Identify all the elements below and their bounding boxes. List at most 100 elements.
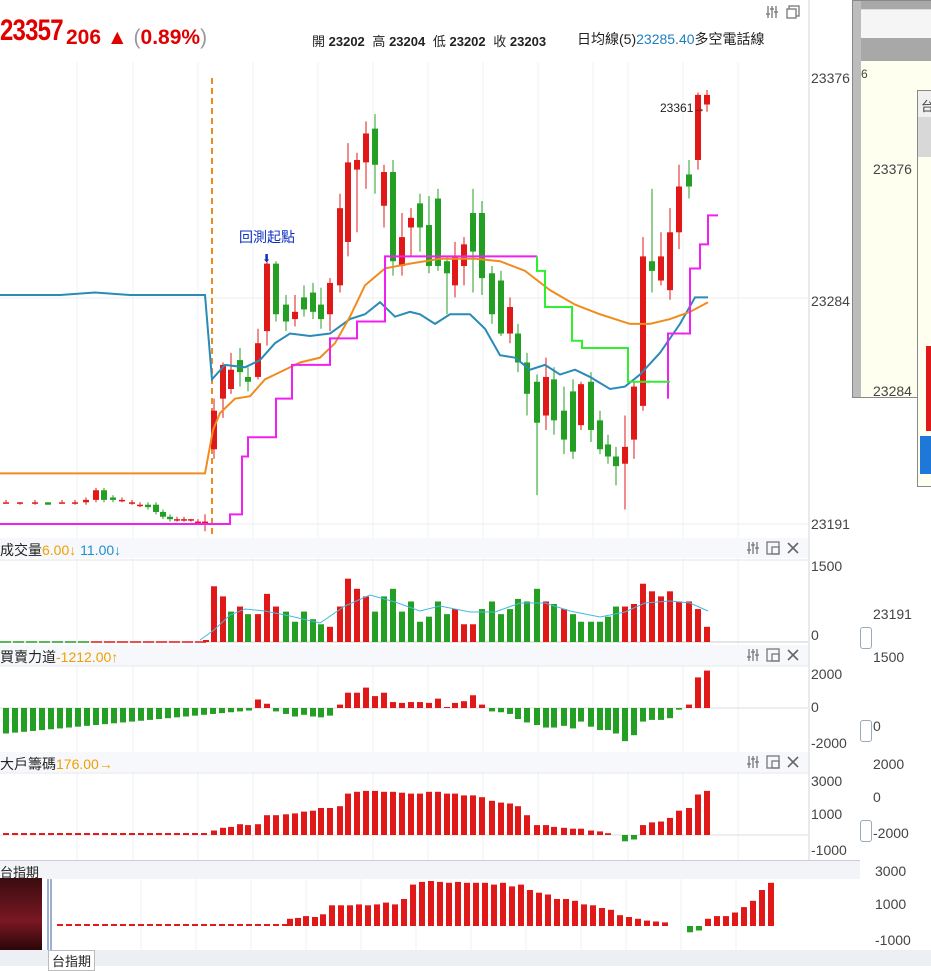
force-bar xyxy=(21,708,27,732)
window-icon[interactable] xyxy=(766,755,780,774)
volume-panel-title xyxy=(0,538,808,558)
volume-bar xyxy=(613,606,619,642)
chip-bar xyxy=(452,793,458,835)
y-label-main-bottom: 23191 xyxy=(811,516,850,532)
force-bar xyxy=(84,708,90,726)
candle-down xyxy=(167,516,173,520)
candle-up xyxy=(32,502,38,504)
volume-bar xyxy=(444,614,450,642)
volume-bar xyxy=(640,583,646,642)
chip-bar xyxy=(667,817,673,835)
candle-down xyxy=(110,497,116,500)
force-bar xyxy=(337,704,343,708)
bottom-bar xyxy=(183,924,189,926)
scroll-handle[interactable] xyxy=(860,627,872,649)
chip-bar xyxy=(211,830,217,835)
force-bar xyxy=(156,708,162,720)
force-bar xyxy=(301,708,307,715)
volume-bar xyxy=(408,601,414,642)
candle-up xyxy=(17,502,23,504)
window-icon[interactable] xyxy=(766,648,780,667)
green-step-line xyxy=(536,256,670,383)
candle-down xyxy=(686,174,692,187)
candle-up xyxy=(640,256,646,406)
high-value: 23204 xyxy=(389,34,426,49)
candlestick-chart[interactable] xyxy=(0,0,860,966)
volume-bar xyxy=(452,609,458,642)
background-window-2[interactable]: 台 xyxy=(917,90,931,487)
chip-bar xyxy=(489,800,495,835)
close-icon[interactable] xyxy=(786,648,800,667)
volume-bar xyxy=(327,626,333,642)
candle-up xyxy=(399,237,405,267)
force-bar xyxy=(363,687,369,708)
volume-bar xyxy=(26,641,37,643)
bottom-bar xyxy=(714,916,720,926)
settings-icon[interactable] xyxy=(746,755,760,774)
volume-bar xyxy=(292,621,298,642)
bottom-window-title: 台指期 xyxy=(0,865,40,880)
candle-up xyxy=(543,376,549,416)
window-icon[interactable] xyxy=(766,541,780,560)
bottom-bar xyxy=(165,924,171,926)
bottom-bar xyxy=(732,912,738,926)
volume-bar xyxy=(588,621,594,642)
force-bar xyxy=(138,708,144,721)
settings-icon[interactable] xyxy=(746,648,760,667)
bottom-window-titlebar[interactable]: 台指期 xyxy=(0,860,860,880)
ma-value: 23285.40 xyxy=(636,31,695,47)
bottom-bar xyxy=(608,909,614,926)
candle-up xyxy=(667,232,673,291)
y-label-force-neg2000: -2000 xyxy=(811,735,847,751)
close-value: 23203 xyxy=(509,34,547,49)
scroll-handle-3[interactable] xyxy=(860,820,872,842)
force-bar xyxy=(667,708,673,719)
candle-up xyxy=(137,504,143,507)
volume-bar xyxy=(372,611,378,642)
settings-icon[interactable] xyxy=(746,541,760,560)
volume-bar xyxy=(195,641,206,643)
chip-bar xyxy=(245,825,251,835)
close-icon[interactable] xyxy=(786,541,800,560)
chip-bar xyxy=(695,794,701,835)
candle-up xyxy=(220,364,226,399)
candle-down xyxy=(498,280,504,334)
candle-up xyxy=(119,499,125,502)
force-bar xyxy=(318,708,324,718)
chip-bar xyxy=(138,833,144,835)
force-bar xyxy=(283,708,289,714)
chip-bar xyxy=(102,833,108,835)
settings-icon[interactable] xyxy=(765,5,779,22)
bottom-bar xyxy=(287,918,293,926)
candle-down xyxy=(597,420,603,450)
bottom-bar xyxy=(338,905,344,926)
volume-bar xyxy=(273,606,279,642)
scroll-handle-2[interactable] xyxy=(860,720,872,742)
bottom-bar xyxy=(303,916,309,926)
force-bar xyxy=(498,708,504,713)
candle-up xyxy=(345,162,351,242)
tab-taiwan-futures[interactable]: 台指期 xyxy=(48,950,96,971)
chip-bar xyxy=(156,833,162,835)
candle-down xyxy=(551,379,557,421)
force-bar xyxy=(372,696,378,708)
force-bar xyxy=(578,708,584,722)
y-label-main-top: 23376 xyxy=(811,70,850,86)
copy-icon[interactable] xyxy=(786,5,800,22)
candle-down xyxy=(515,333,521,363)
candle-down xyxy=(390,172,396,262)
chip-bar xyxy=(551,826,557,835)
bottom-bar xyxy=(581,904,587,926)
bottom-bar xyxy=(599,908,605,926)
volume-bar xyxy=(283,611,289,642)
force-bar xyxy=(613,708,619,734)
chip-bar xyxy=(228,826,234,835)
force-bar xyxy=(264,703,270,708)
force-bar xyxy=(417,702,423,708)
bottom-bar xyxy=(723,916,729,926)
bottom-tab-bar: 台指期 xyxy=(0,950,931,971)
volume-bar xyxy=(534,588,540,642)
close-icon[interactable] xyxy=(786,755,800,774)
y-label-vol-1500: 1500 xyxy=(811,558,843,574)
chip-panel-title xyxy=(0,752,808,772)
